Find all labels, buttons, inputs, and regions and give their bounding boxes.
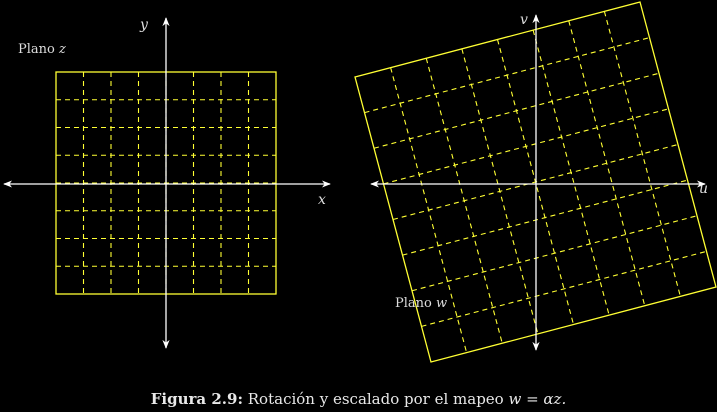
- w-plane: u v Plano w: [354, 1, 717, 363]
- w-grid-line: [402, 179, 688, 256]
- w-plane-rotated-square: [354, 1, 717, 363]
- w-grid-line: [411, 215, 698, 292]
- caption-formula: w = αz.: [508, 390, 567, 408]
- z-plane-label: Plano z: [18, 42, 66, 57]
- figure-caption: Figura 2.9: Rotación y escalado por el m…: [0, 390, 717, 408]
- w-grid-line: [603, 11, 681, 297]
- caption-text: Rotación y escalado por el mapeo: [243, 390, 509, 408]
- u-axis-label: u: [699, 181, 708, 197]
- w-plane-grid: [364, 11, 707, 353]
- x-axis-label: x: [318, 192, 326, 208]
- v-axis-label: v: [520, 12, 528, 28]
- w-grid-line: [568, 20, 646, 306]
- z-plane: x y Plano z: [3, 17, 331, 349]
- w-plane-label: Plano w: [395, 296, 447, 311]
- w-grid-line: [532, 29, 610, 316]
- y-axis-label: y: [139, 17, 149, 33]
- w-grid-line: [421, 250, 707, 327]
- caption-prefix: Figura 2.9:: [150, 390, 243, 408]
